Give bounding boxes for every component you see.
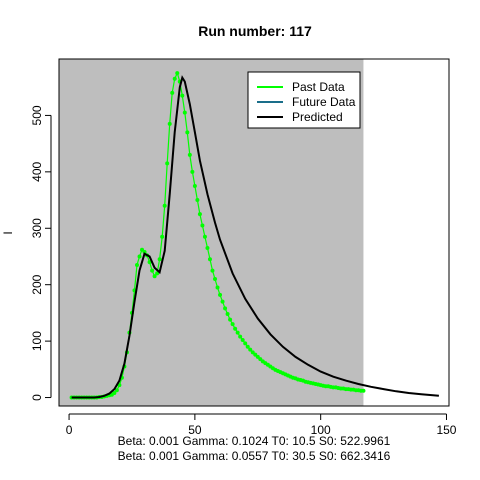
past-data-point bbox=[173, 77, 177, 81]
past-data-point bbox=[183, 111, 187, 115]
past-data-point bbox=[200, 223, 204, 227]
past-data-point bbox=[236, 331, 240, 335]
past-data-point bbox=[193, 184, 197, 188]
past-data-point bbox=[223, 306, 227, 310]
past-data-point bbox=[241, 338, 245, 342]
past-data-point bbox=[158, 257, 162, 261]
past-data-point bbox=[160, 235, 164, 239]
past-data-point bbox=[203, 235, 207, 239]
legend-label-0: Past Data bbox=[292, 80, 345, 94]
past-data-point bbox=[165, 161, 169, 165]
past-data-point bbox=[238, 335, 242, 339]
past-data-point bbox=[243, 341, 247, 345]
x-tick-label-3: 150 bbox=[436, 423, 456, 437]
past-data-point bbox=[216, 286, 220, 290]
past-data-point bbox=[185, 130, 189, 134]
legend-label-2: Predicted bbox=[292, 110, 343, 124]
past-data-point bbox=[228, 318, 232, 322]
y-tick-label-2: 200 bbox=[30, 274, 44, 294]
past-data-point bbox=[168, 122, 172, 126]
past-data-point bbox=[221, 300, 225, 304]
y-tick-label-0: 0 bbox=[30, 394, 44, 401]
past-data-point bbox=[190, 170, 194, 174]
chart-title: Run number: 117 bbox=[198, 23, 312, 39]
past-data-point bbox=[195, 198, 199, 202]
past-data-point bbox=[205, 246, 209, 250]
y-tick-label-4: 400 bbox=[30, 162, 44, 182]
subtitle-line-1: Beta: 0.001 Gamma: 0.1024 T0: 10.5 S0: 5… bbox=[118, 434, 391, 448]
past-data-point bbox=[218, 293, 222, 297]
x-tick-label-0: 0 bbox=[66, 423, 73, 437]
past-data-point bbox=[233, 327, 237, 331]
past-data-point bbox=[213, 277, 217, 281]
past-data-point bbox=[163, 204, 167, 208]
past-data-point bbox=[231, 322, 235, 326]
past-data-point bbox=[138, 254, 142, 258]
past-data-point bbox=[208, 257, 212, 261]
past-data-point bbox=[170, 91, 174, 95]
y-axis: 0 100 200 300 400 500 bbox=[30, 105, 51, 401]
subtitle-line-2: Beta: 0.001 Gamma: 0.0557 T0: 30.5 S0: 6… bbox=[118, 449, 391, 463]
past-data-point bbox=[175, 71, 179, 75]
past-data-point bbox=[198, 212, 202, 216]
y-tick-label-3: 300 bbox=[30, 218, 44, 238]
past-data-point bbox=[150, 269, 154, 273]
y-tick-label-5: 500 bbox=[30, 105, 44, 125]
legend-label-1: Future Data bbox=[292, 95, 356, 109]
past-data-point bbox=[135, 263, 139, 267]
past-data-point bbox=[180, 94, 184, 98]
past-data-point bbox=[188, 153, 192, 157]
y-tick-label-1: 100 bbox=[30, 331, 44, 351]
past-data-point bbox=[226, 312, 230, 316]
y-axis-label: I bbox=[1, 231, 15, 234]
past-data-point bbox=[361, 389, 365, 393]
past-data-point bbox=[210, 269, 214, 273]
